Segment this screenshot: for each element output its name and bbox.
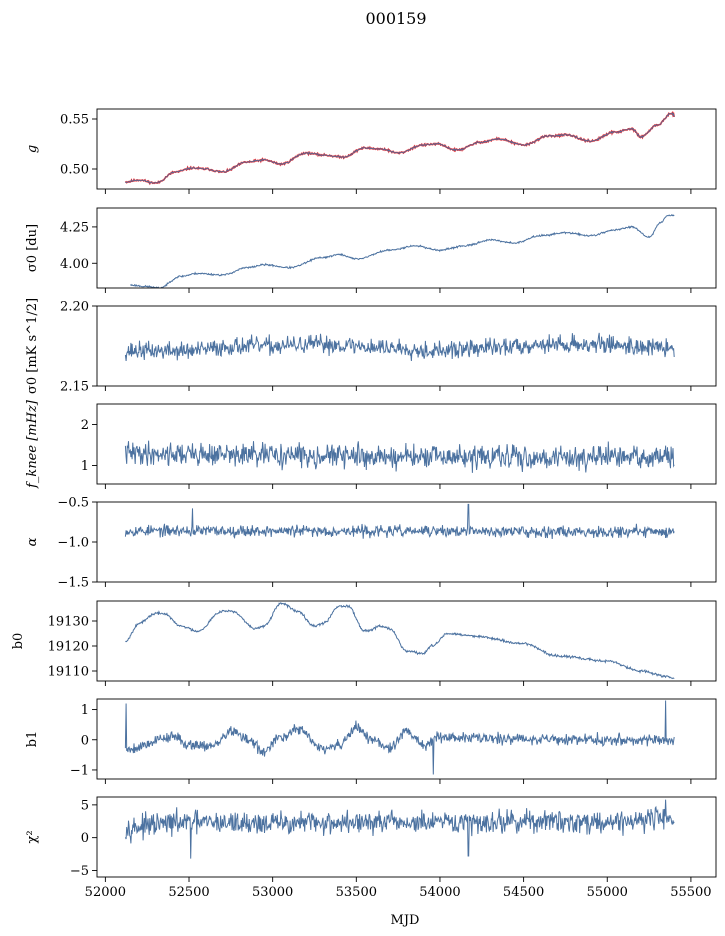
axes-frame: [96, 108, 717, 190]
y-axis-label: g: [25, 145, 40, 153]
y-tick-label: 0: [81, 831, 89, 846]
series-line: [125, 602, 675, 680]
y-axis-label: σ0 [mK s^1/2]: [25, 298, 40, 394]
y-tick-label: 0.55: [60, 113, 89, 128]
y-axis-label: b0: [11, 633, 26, 650]
y-tick-label: 4.25: [60, 220, 89, 235]
x-tick-label: 54000: [419, 885, 460, 900]
panel-b1: −1 0 1 b1: [25, 698, 717, 784]
y-tick-label: 2.20: [60, 300, 89, 315]
series-line: [124, 799, 675, 859]
series-line: [130, 214, 675, 288]
y-tick-label: −1: [70, 763, 89, 778]
y-tick-label: 2.15: [60, 380, 89, 395]
y-tick-label: −0.5: [57, 496, 89, 511]
x-tick-label: 52000: [85, 885, 126, 900]
y-tick-label: 5: [81, 798, 89, 813]
series-line: [124, 440, 675, 473]
highlight-line: [124, 111, 675, 186]
y-axis-label: b1: [25, 731, 40, 748]
y-tick-label: −1.0: [57, 536, 89, 551]
y-tick-label: 1: [81, 459, 89, 474]
axes-frame: [96, 698, 717, 780]
axes-frame: [96, 403, 717, 485]
axes-frame: [96, 501, 717, 583]
y-tick-label: 19110: [48, 665, 89, 680]
series-line: [125, 111, 675, 185]
y-tick-label: 0.50: [60, 163, 89, 178]
y-tick-label: −1.5: [57, 576, 89, 591]
panel-alpha: −1.5 −1.0 −0.5 α: [25, 496, 717, 591]
panels: 0.50 0.55 g 4.00 4.25 σ0 [du] 2.15 2.20 σ0 [mK s…: [11, 108, 717, 900]
series-line-overlay: [125, 111, 675, 185]
panel-sigma0-mk: 2.15 2.20 σ0 [mK s^1/2]: [25, 298, 717, 395]
x-axis-label: MJD: [391, 913, 420, 928]
y-axis-label: f_knee [mHz]: [25, 399, 40, 489]
axes-frame: [96, 207, 717, 289]
figure-title: 000159: [365, 9, 426, 28]
y-tick-label: 1: [81, 703, 89, 718]
y-axis-label: χ²: [25, 830, 40, 843]
x-tick-label: 53000: [252, 885, 293, 900]
panel-sigma0-du: 4.00 4.25 σ0 [du]: [25, 207, 717, 293]
x-tick-label: 53500: [336, 885, 377, 900]
y-tick-label: 4.00: [60, 257, 89, 272]
panel-g: 0.50 0.55 g: [25, 108, 717, 194]
y-tick-label: 0: [81, 733, 89, 748]
x-tick-label: 52500: [168, 885, 209, 900]
series-line: [124, 503, 675, 540]
y-axis-label: σ0 [du]: [25, 224, 40, 272]
axes-frame: [96, 305, 717, 387]
y-tick-label: 19120: [48, 640, 89, 655]
y-tick-label: 19130: [48, 615, 89, 630]
x-tick-label: 55000: [587, 885, 628, 900]
axes-frame: [96, 600, 717, 682]
panel-f-knee: 1 2 f_knee [mHz]: [25, 399, 717, 489]
y-tick-label: −5: [70, 864, 89, 879]
panel-b0: 19110 19120 19130 b0: [11, 600, 717, 686]
series-line: [124, 700, 675, 775]
x-tick-label: 55500: [670, 885, 711, 900]
y-axis-label: α: [25, 537, 40, 546]
x-tick-label: 54500: [503, 885, 544, 900]
panel-chi2: −5 0 5 52000 52500 53000 53500 54000 54500 55000 5…: [25, 796, 717, 900]
axes-frame: [96, 796, 717, 878]
series-line: [124, 332, 675, 362]
y-tick-label: 2: [81, 418, 89, 433]
